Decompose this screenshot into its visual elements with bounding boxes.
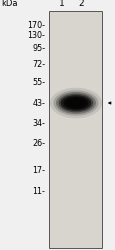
Text: 34-: 34- xyxy=(32,119,45,128)
Text: 72-: 72- xyxy=(32,60,45,69)
Ellipse shape xyxy=(53,90,98,116)
Text: 170-: 170- xyxy=(27,20,45,30)
Bar xyxy=(48,11,101,248)
Text: 1: 1 xyxy=(59,0,64,8)
Text: 11-: 11- xyxy=(32,186,45,196)
Text: 55-: 55- xyxy=(32,78,45,87)
Text: 26-: 26- xyxy=(32,138,45,147)
Text: 130-: 130- xyxy=(27,31,45,40)
Ellipse shape xyxy=(56,92,95,114)
Ellipse shape xyxy=(58,94,93,112)
Ellipse shape xyxy=(63,96,88,110)
Ellipse shape xyxy=(66,98,85,108)
Ellipse shape xyxy=(49,88,101,118)
Text: 2: 2 xyxy=(78,0,83,8)
Text: 17-: 17- xyxy=(32,166,45,175)
Text: kDa: kDa xyxy=(1,0,17,8)
Ellipse shape xyxy=(60,95,91,111)
Text: 43-: 43- xyxy=(32,98,45,108)
Text: 95-: 95- xyxy=(32,44,45,53)
